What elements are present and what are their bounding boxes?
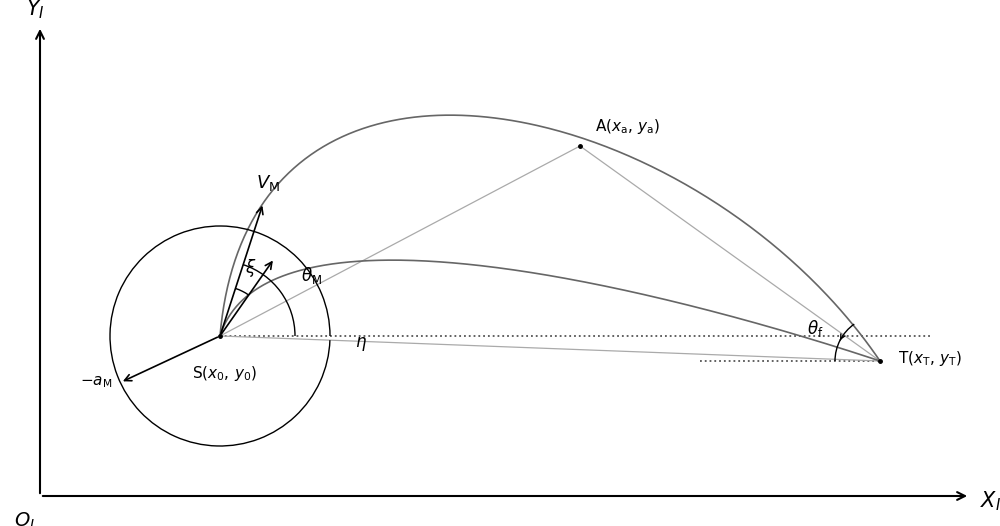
Text: $\eta$: $\eta$	[355, 335, 367, 352]
Text: $O_I$: $O_I$	[14, 510, 36, 526]
Text: $\mathrm{A}(x_{\mathrm{a}},\,y_{\mathrm{a}})$: $\mathrm{A}(x_{\mathrm{a}},\,y_{\mathrm{…	[595, 117, 660, 136]
Text: $\theta_{\mathrm{f}}$: $\theta_{\mathrm{f}}$	[807, 318, 824, 339]
Text: $Y_I$: $Y_I$	[26, 0, 44, 21]
Text: $X_I$: $X_I$	[980, 489, 1000, 513]
Text: $\mathrm{T}(x_{\mathrm{T}},\,y_{\mathrm{T}})$: $\mathrm{T}(x_{\mathrm{T}},\,y_{\mathrm{…	[898, 349, 962, 369]
Text: $\theta_{\mathrm{M}}$: $\theta_{\mathrm{M}}$	[301, 265, 322, 286]
Text: $-a_{\mathrm{M}}$: $-a_{\mathrm{M}}$	[80, 375, 112, 390]
Text: $\xi$: $\xi$	[245, 257, 256, 279]
Text: $V_{\mathrm{M}}$: $V_{\mathrm{M}}$	[256, 173, 280, 193]
Text: $\mathrm{S}(x_0,\,y_0)$: $\mathrm{S}(x_0,\,y_0)$	[192, 364, 258, 383]
